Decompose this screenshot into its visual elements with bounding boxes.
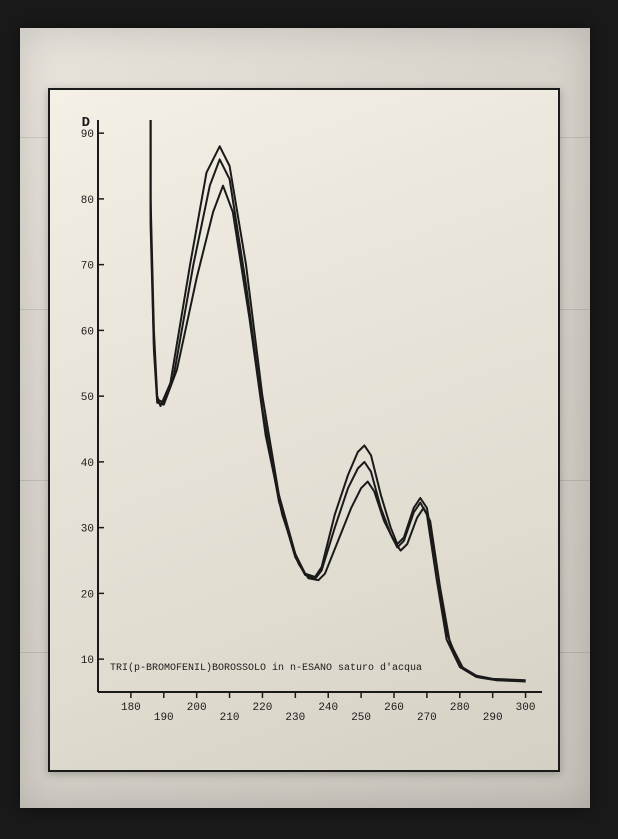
y-tick-label: 10 (81, 655, 94, 667)
y-tick-label: 80 (81, 195, 94, 207)
y-tick-label: 50 (81, 392, 94, 404)
x-tick-label: 240 (318, 702, 338, 714)
y-tick-label: 70 (81, 261, 94, 273)
chart-area: D102030405060708090180190200210220230240… (80, 110, 550, 730)
y-tick-label: 30 (81, 524, 94, 536)
chart-card: D102030405060708090180190200210220230240… (48, 88, 560, 772)
x-tick-label: 230 (285, 712, 305, 724)
y-tick-label: 20 (81, 589, 94, 601)
curve-b (151, 120, 526, 681)
x-tick-label: 250 (351, 712, 371, 724)
x-tick-label: 190 (154, 712, 174, 724)
y-tick-label: 60 (81, 326, 94, 338)
x-tick-label: 260 (384, 702, 404, 714)
y-tick-label: 40 (81, 458, 94, 470)
photo-mat: D102030405060708090180190200210220230240… (20, 28, 590, 808)
y-tick-label: 90 (81, 129, 94, 141)
chart-caption: TRI(p-BROMOFENIL)BOROSSOLO in n-ESANO sa… (110, 662, 422, 674)
x-tick-label: 290 (483, 712, 503, 724)
x-tick-label: 210 (220, 712, 240, 724)
x-tick-label: 280 (450, 702, 470, 714)
x-tick-label: 300 (516, 702, 536, 714)
x-tick-label: 180 (121, 702, 141, 714)
spectrum-chart: D102030405060708090180190200210220230240… (80, 110, 550, 750)
x-tick-label: 270 (417, 712, 437, 724)
x-tick-label: 220 (253, 702, 273, 714)
x-tick-label: 200 (187, 702, 207, 714)
